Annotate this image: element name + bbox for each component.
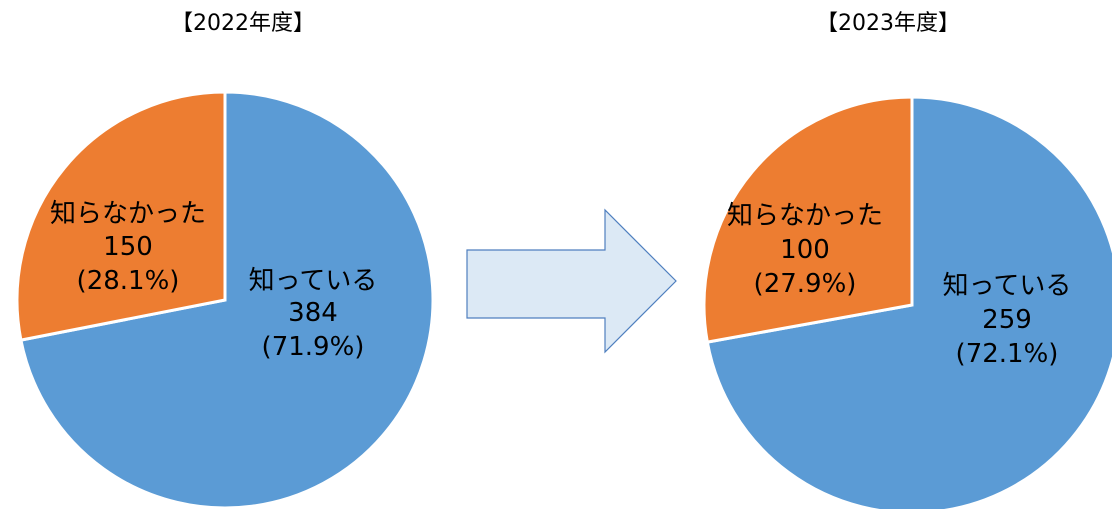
slice-label-unknown-name-2022: 知らなかった [50, 199, 206, 229]
transition-arrow [466, 208, 677, 354]
chart-title-2022: 【2022年度】 [171, 11, 315, 36]
slice-label-known-percent-2022: (71.9%) [262, 332, 365, 362]
slice-label-known-value-2023: 259 [982, 305, 1032, 335]
pie-chart-2023: 【2023年度】 知っている 259 (72.1%) 知らなかった 100 (2… [702, 11, 1112, 509]
pie-slice-unknown-2023 [702, 95, 914, 344]
slice-label-unknown-name-2023: 知らなかった [727, 201, 883, 231]
pie-slice-known-2022 [19, 90, 435, 509]
slice-label-unknown-value-2023: 100 [780, 235, 830, 265]
pie-chart-2022: 【2022年度】 知っている 384 (71.9%) 知らなかった 150 (2… [15, 11, 435, 509]
slice-label-unknown-value-2022: 150 [103, 232, 153, 262]
chart-title-2023: 【2023年度】 [816, 11, 960, 36]
slice-label-known-name-2022: 知っている [249, 266, 378, 296]
slice-label-known-percent-2023: (72.1%) [956, 339, 1059, 369]
slice-label-known-name-2023: 知っている [943, 271, 1072, 301]
pie-slice-unknown-2022 [15, 90, 227, 342]
slice-label-unknown-percent-2022: (28.1%) [77, 266, 180, 296]
pie-slice-known-2023 [705, 95, 1112, 509]
slice-label-known-value-2022: 384 [288, 298, 338, 328]
slice-label-unknown-percent-2023: (27.9%) [754, 269, 857, 299]
